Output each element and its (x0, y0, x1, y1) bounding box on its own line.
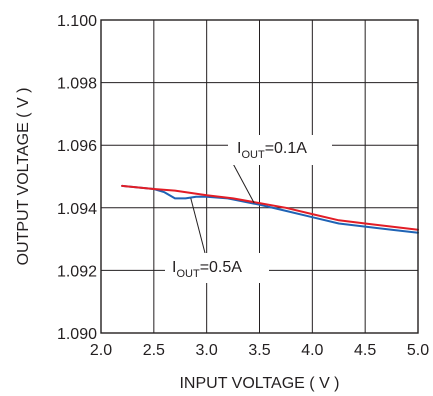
y-tick-label: 1.100 (57, 13, 97, 30)
annotation-background (165, 253, 269, 283)
x-tick-label: 3.0 (196, 342, 218, 359)
x-tick-label: 4.5 (354, 342, 376, 359)
x-tick-label: 2.5 (143, 342, 165, 359)
x-tick-label: 4.0 (301, 342, 323, 359)
leader-line (229, 157, 255, 204)
annotation-ann-01: IOUT=0.1A (228, 135, 332, 204)
x-tick-label: 3.5 (248, 342, 270, 359)
x-tick-label: 2.0 (90, 342, 112, 359)
y-tick-label: 1.094 (57, 201, 97, 218)
series-line (121, 184, 419, 234)
leader-line (190, 198, 206, 254)
y-tick-label: 1.096 (57, 138, 97, 155)
grid (101, 20, 418, 333)
annotation-label: IOUT=0.1A (237, 140, 307, 161)
annotation-ann-05: IOUT=0.5A (165, 198, 269, 283)
y-tick-label: 1.090 (57, 326, 97, 343)
x-tick-label: 5.0 (407, 342, 429, 359)
series-layer (121, 184, 419, 234)
annotation-background (228, 135, 332, 165)
y-axis-label: OUTPUT VOLTAGE ( V ) (15, 88, 32, 266)
y-tick-labels: 1.090 1.092 1.094 1.096 1.098 1.100 (57, 13, 97, 343)
x-tick-labels: 2.0 2.5 3.0 3.5 4.0 4.5 5.0 (90, 342, 429, 359)
y-tick-label: 1.098 (57, 76, 97, 93)
plot-frame (100, 19, 419, 334)
x-axis-label: INPUT VOLTAGE ( V ) (179, 375, 339, 392)
annotation-layer: IOUT=0.1A IOUT=0.5A (165, 135, 332, 283)
series-line (121, 184, 419, 231)
annotation-label: IOUT=0.5A (172, 259, 242, 280)
y-tick-label: 1.092 (57, 263, 97, 280)
